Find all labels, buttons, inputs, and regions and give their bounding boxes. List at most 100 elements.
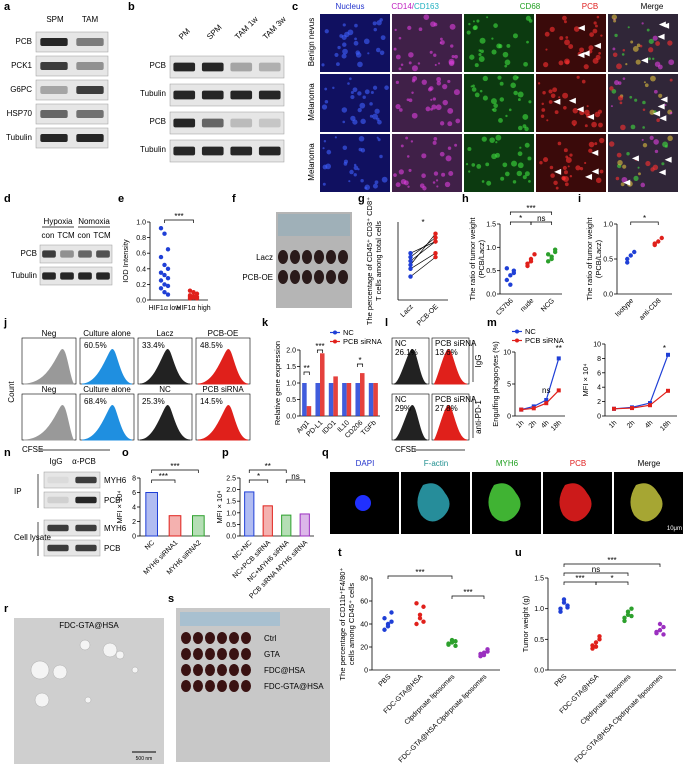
y-tick-label: 0.0 xyxy=(286,414,296,421)
y-tick-label: 8 xyxy=(597,356,601,363)
speckle xyxy=(542,91,546,95)
micrograph xyxy=(320,134,390,192)
speckle xyxy=(630,124,636,130)
x-tick-label: Isotype xyxy=(614,297,635,318)
data-point xyxy=(162,272,167,278)
speckle xyxy=(638,172,641,176)
data-point xyxy=(421,604,426,609)
x-tick-label: HIF1α high xyxy=(176,305,211,312)
data-point xyxy=(654,629,659,635)
speckle xyxy=(442,84,448,90)
x-tick-label: 2h xyxy=(626,419,637,430)
data-point xyxy=(629,606,634,611)
bar xyxy=(346,383,352,416)
speckle xyxy=(398,36,402,40)
speckle xyxy=(579,167,584,171)
speckle xyxy=(564,182,569,187)
speckle xyxy=(550,93,556,99)
speckle xyxy=(642,126,645,129)
arrowhead xyxy=(553,98,561,105)
speckle xyxy=(646,28,650,32)
arrowhead xyxy=(593,42,601,49)
speckle xyxy=(373,27,378,32)
significance-bracket xyxy=(248,479,269,483)
speckle xyxy=(435,104,442,111)
speckle xyxy=(508,108,512,112)
data-point xyxy=(561,600,567,605)
blot-band xyxy=(75,544,97,552)
speckle xyxy=(522,114,529,120)
speckle xyxy=(360,178,364,183)
speckle xyxy=(358,135,365,142)
speckle xyxy=(568,44,574,49)
flow-histogram xyxy=(197,348,249,385)
speckle xyxy=(664,144,668,148)
tumor xyxy=(181,664,191,676)
speckle xyxy=(430,107,433,111)
blot-band xyxy=(47,476,69,484)
speckle xyxy=(591,121,597,128)
speckle xyxy=(512,180,517,184)
significance-label: * xyxy=(519,214,522,223)
data-point xyxy=(408,262,413,268)
blot-band xyxy=(201,90,224,100)
photo-label-card xyxy=(278,214,350,236)
y-axis-label: MFI × 10⁴ xyxy=(215,490,224,523)
axis-label: CFSE xyxy=(22,445,43,454)
significance-label: ** xyxy=(265,462,271,471)
blot-band xyxy=(40,62,68,70)
row-label: GTA xyxy=(264,650,281,659)
tumor xyxy=(181,680,191,692)
blot-band xyxy=(76,86,104,94)
y-tick-label: 0.0 xyxy=(226,534,236,541)
speckle xyxy=(612,52,618,58)
speckle xyxy=(450,44,454,48)
data-point xyxy=(165,292,171,297)
speckle xyxy=(597,109,603,114)
panel-label: m xyxy=(487,317,497,329)
significance-label: * xyxy=(610,574,613,583)
bar xyxy=(333,376,338,416)
panel-label: p xyxy=(222,447,229,459)
speckle xyxy=(447,79,451,84)
speckle xyxy=(472,25,478,31)
speckle xyxy=(324,100,329,104)
data-point xyxy=(191,295,196,300)
data-point xyxy=(414,601,419,606)
y-tick-label: 0.4 xyxy=(136,266,146,273)
speckle xyxy=(641,138,644,141)
blot-strip xyxy=(43,491,101,509)
y-tick-label: 1.5 xyxy=(286,364,296,371)
speckle xyxy=(355,52,362,58)
speckle xyxy=(354,37,357,41)
speckle xyxy=(334,136,337,139)
significance-label: * xyxy=(257,472,260,481)
arrowhead xyxy=(587,113,595,120)
speckle xyxy=(555,186,559,190)
data-point xyxy=(158,254,164,260)
speckle xyxy=(449,23,456,30)
data-point xyxy=(382,627,387,632)
column-label: TAM 3w xyxy=(261,15,288,42)
speckle xyxy=(599,137,605,144)
speckle xyxy=(658,93,663,98)
speckle xyxy=(592,28,598,34)
speckle xyxy=(421,79,427,85)
percent-label: 60.5% xyxy=(84,341,107,350)
column-label: α-PCB xyxy=(72,457,96,466)
speckle xyxy=(579,47,585,53)
significance-label: *** xyxy=(575,574,584,583)
significance-bracket xyxy=(563,563,661,567)
speckle xyxy=(469,54,475,60)
channel-label: MYH6 xyxy=(496,459,519,468)
speckle xyxy=(474,92,480,98)
y-tick-label: 5 xyxy=(507,382,511,389)
data-point xyxy=(661,624,666,630)
arrowhead xyxy=(631,155,639,162)
arrowhead xyxy=(664,156,672,163)
speckle xyxy=(565,60,570,65)
data-point xyxy=(612,406,616,411)
speckle xyxy=(571,120,577,126)
speckle xyxy=(353,163,357,167)
speckle xyxy=(617,95,624,101)
